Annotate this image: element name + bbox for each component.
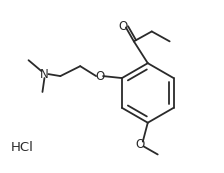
Text: O: O <box>135 138 144 151</box>
Text: O: O <box>95 70 105 83</box>
Text: N: N <box>40 68 49 81</box>
Text: HCl: HCl <box>11 141 34 154</box>
Text: O: O <box>118 20 127 33</box>
